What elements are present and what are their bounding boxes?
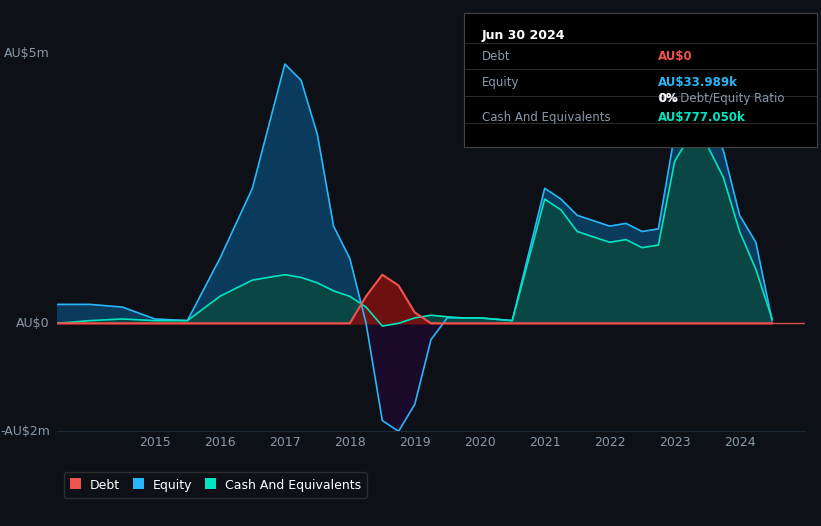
Text: Debt: Debt <box>481 49 510 63</box>
Text: 0% Debt/Equity Ratio: 0% Debt/Equity Ratio <box>658 93 785 106</box>
Text: AU$0: AU$0 <box>658 49 693 63</box>
Text: 0%: 0% <box>658 93 678 106</box>
Text: Cash And Equivalents: Cash And Equivalents <box>481 112 610 124</box>
Text: AU$0: AU$0 <box>16 317 50 330</box>
Text: Jun 30 2024: Jun 30 2024 <box>481 29 565 42</box>
Text: Equity: Equity <box>481 76 519 89</box>
Text: AU$33.989k: AU$33.989k <box>658 76 738 89</box>
Legend: Debt, Equity, Cash And Equivalents: Debt, Equity, Cash And Equivalents <box>64 472 367 498</box>
Text: AU$5m: AU$5m <box>4 47 50 60</box>
Text: -AU$2m: -AU$2m <box>0 425 50 438</box>
Text: AU$777.050k: AU$777.050k <box>658 112 745 124</box>
